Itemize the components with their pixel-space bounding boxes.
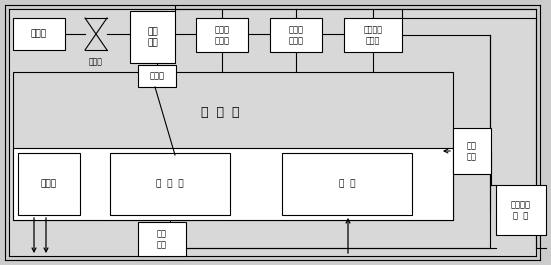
Text: 乳传感监
测模块: 乳传感监 测模块	[364, 25, 382, 45]
Text: 中央控制
系  统: 中央控制 系 统	[511, 200, 531, 220]
Text: 回收缸: 回收缸	[41, 179, 57, 188]
Bar	[453, 128, 491, 174]
Bar	[13, 18, 65, 50]
Text: 铺粉
系统: 铺粉 系统	[467, 141, 477, 161]
Bar	[138, 65, 176, 87]
Bar	[130, 11, 175, 63]
Text: 成  形  舱: 成 形 舱	[201, 105, 239, 118]
Text: 扩束镜: 扩束镜	[89, 57, 103, 66]
Text: 激光器: 激光器	[31, 29, 47, 38]
Bar	[196, 18, 248, 52]
Bar	[270, 18, 322, 52]
Bar	[18, 153, 80, 215]
Bar	[282, 153, 412, 215]
Text: 温监
测块: 温监 测块	[157, 229, 167, 249]
Text: 光学监
测模块: 光学监 测模块	[214, 25, 230, 45]
Bar	[496, 185, 546, 235]
Bar	[13, 72, 453, 220]
Bar	[13, 148, 453, 220]
Text: 料  缸: 料 缸	[339, 179, 355, 188]
Bar	[344, 18, 402, 52]
Text: 成  形  缸: 成 形 缸	[156, 179, 184, 188]
Bar	[110, 153, 230, 215]
Bar	[138, 222, 186, 256]
Text: 扫描
系统: 扫描 系统	[147, 27, 158, 47]
Text: 保护镜: 保护镜	[149, 72, 165, 81]
Text: 粉床监
测模块: 粉床监 测模块	[289, 25, 304, 45]
